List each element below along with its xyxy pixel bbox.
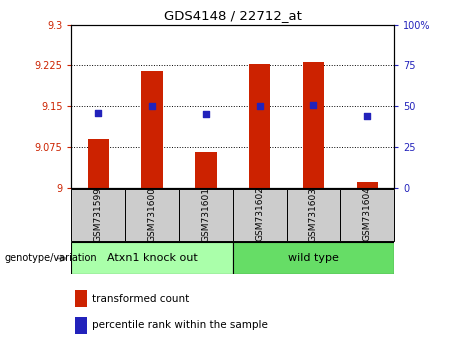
Text: GSM731603: GSM731603	[309, 187, 318, 241]
Text: percentile rank within the sample: percentile rank within the sample	[92, 320, 268, 330]
Bar	[303, 62, 324, 188]
Bar	[233, 242, 394, 274]
Bar	[340, 189, 394, 241]
Bar	[249, 64, 271, 188]
Bar	[356, 182, 378, 188]
Point	[202, 112, 210, 117]
Text: GSM731600: GSM731600	[148, 187, 157, 241]
Text: GSM731599: GSM731599	[94, 187, 103, 241]
Bar	[125, 189, 179, 241]
Text: GSM731601: GSM731601	[201, 187, 210, 241]
Bar	[75, 290, 87, 307]
Text: GSM731602: GSM731602	[255, 187, 264, 241]
Bar	[142, 71, 163, 188]
Point	[256, 103, 263, 109]
Bar	[233, 189, 287, 241]
Text: transformed count: transformed count	[92, 294, 189, 304]
Bar	[287, 189, 340, 241]
Title: GDS4148 / 22712_at: GDS4148 / 22712_at	[164, 9, 302, 22]
Bar	[75, 317, 87, 334]
Bar	[71, 242, 233, 274]
Point	[148, 103, 156, 109]
Text: Atxn1 knock out: Atxn1 knock out	[107, 253, 197, 263]
Bar	[179, 189, 233, 241]
Text: GSM731604: GSM731604	[363, 187, 372, 241]
Point	[310, 102, 317, 107]
Point	[364, 113, 371, 119]
Bar	[195, 152, 217, 188]
Text: wild type: wild type	[288, 253, 339, 263]
Bar	[71, 189, 125, 241]
Bar	[88, 139, 109, 188]
Text: genotype/variation: genotype/variation	[5, 253, 97, 263]
Point	[95, 110, 102, 115]
